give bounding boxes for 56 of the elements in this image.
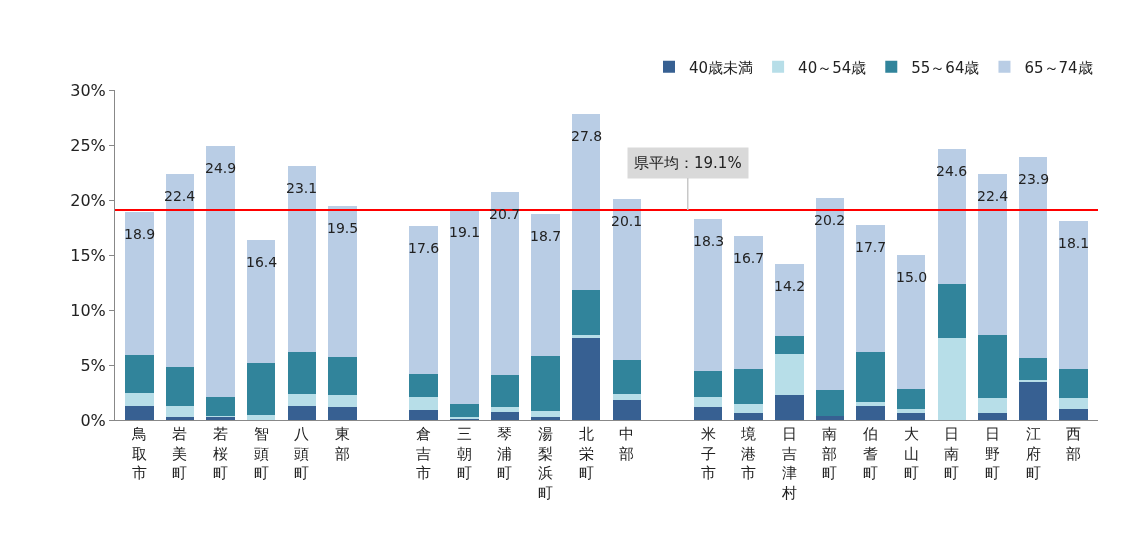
total-label: 23.1 <box>286 180 318 196</box>
y-tick-label: 20% <box>70 190 106 210</box>
x-tick-label: 大山町 <box>903 425 919 482</box>
legend-label: 65～74歳 <box>1024 58 1093 77</box>
legend-label: 40～54歳 <box>798 58 867 77</box>
x-tick-label: 智頭町 <box>253 425 269 482</box>
total-label: 24.9 <box>205 160 237 176</box>
y-tick-label: 0% <box>80 410 106 430</box>
total-label: 18.1 <box>1058 235 1090 251</box>
x-tick-label: 若桜町 <box>213 425 229 482</box>
y-tick-label: 30% <box>70 80 106 100</box>
x-tick-label: 琴浦町 <box>497 425 513 482</box>
x-tick-label: 岩美町 <box>172 425 188 482</box>
total-label: 20.2 <box>814 212 846 228</box>
total-label: 15.0 <box>896 269 928 285</box>
x-tick-label: 日南町 <box>944 425 960 482</box>
total-label: 20.1 <box>611 213 643 229</box>
total-label: 17.6 <box>408 240 440 256</box>
total-label: 22.4 <box>977 188 1009 204</box>
legend-label: 40歳未満 <box>689 58 754 77</box>
total-label: 18.3 <box>693 233 725 249</box>
legend-label: 55～64歳 <box>911 58 980 77</box>
x-tick-label: 南部町 <box>822 425 838 482</box>
total-label: 16.7 <box>733 250 765 266</box>
x-tick-label: 湯梨浜町 <box>538 425 554 502</box>
total-label: 16.4 <box>246 254 278 270</box>
x-tick-label: 東部 <box>334 425 350 463</box>
total-label: 19.5 <box>327 220 359 236</box>
total-label: 14.2 <box>774 278 806 294</box>
total-label: 19.1 <box>449 224 481 240</box>
total-label: 18.7 <box>530 228 562 244</box>
x-tick-label: 倉吉市 <box>416 425 432 482</box>
total-label: 20.7 <box>489 206 521 222</box>
x-tick-label: 鳥取市 <box>130 425 147 482</box>
total-label: 17.7 <box>855 239 887 255</box>
x-tick-label: 米子市 <box>700 425 716 482</box>
x-tick-label: 八頭町 <box>294 425 310 482</box>
y-tick-label: 25% <box>70 135 106 155</box>
x-tick-label: 西部 <box>1066 425 1082 463</box>
y-tick-label: 10% <box>70 300 106 320</box>
x-tick-label: 伯耆町 <box>862 425 879 482</box>
x-tick-label: 江府町 <box>1025 425 1041 482</box>
total-label: 23.9 <box>1018 171 1050 187</box>
total-label: 18.9 <box>124 226 156 242</box>
total-label: 27.8 <box>571 128 603 144</box>
x-tick-label: 日野町 <box>984 425 1000 482</box>
x-tick-label: 三朝町 <box>456 425 472 482</box>
ref-line-label: 県平均：19.1% <box>634 154 742 172</box>
x-tick-label: 日吉津村 <box>780 425 797 502</box>
x-tick-label: 中部 <box>619 425 635 463</box>
y-tick-label: 5% <box>80 355 106 375</box>
total-label: 22.4 <box>164 188 196 204</box>
x-tick-label: 北栄町 <box>578 425 594 482</box>
x-tick-label: 境港市 <box>740 425 757 482</box>
y-tick-label: 15% <box>70 245 106 265</box>
total-label: 24.6 <box>936 163 968 179</box>
